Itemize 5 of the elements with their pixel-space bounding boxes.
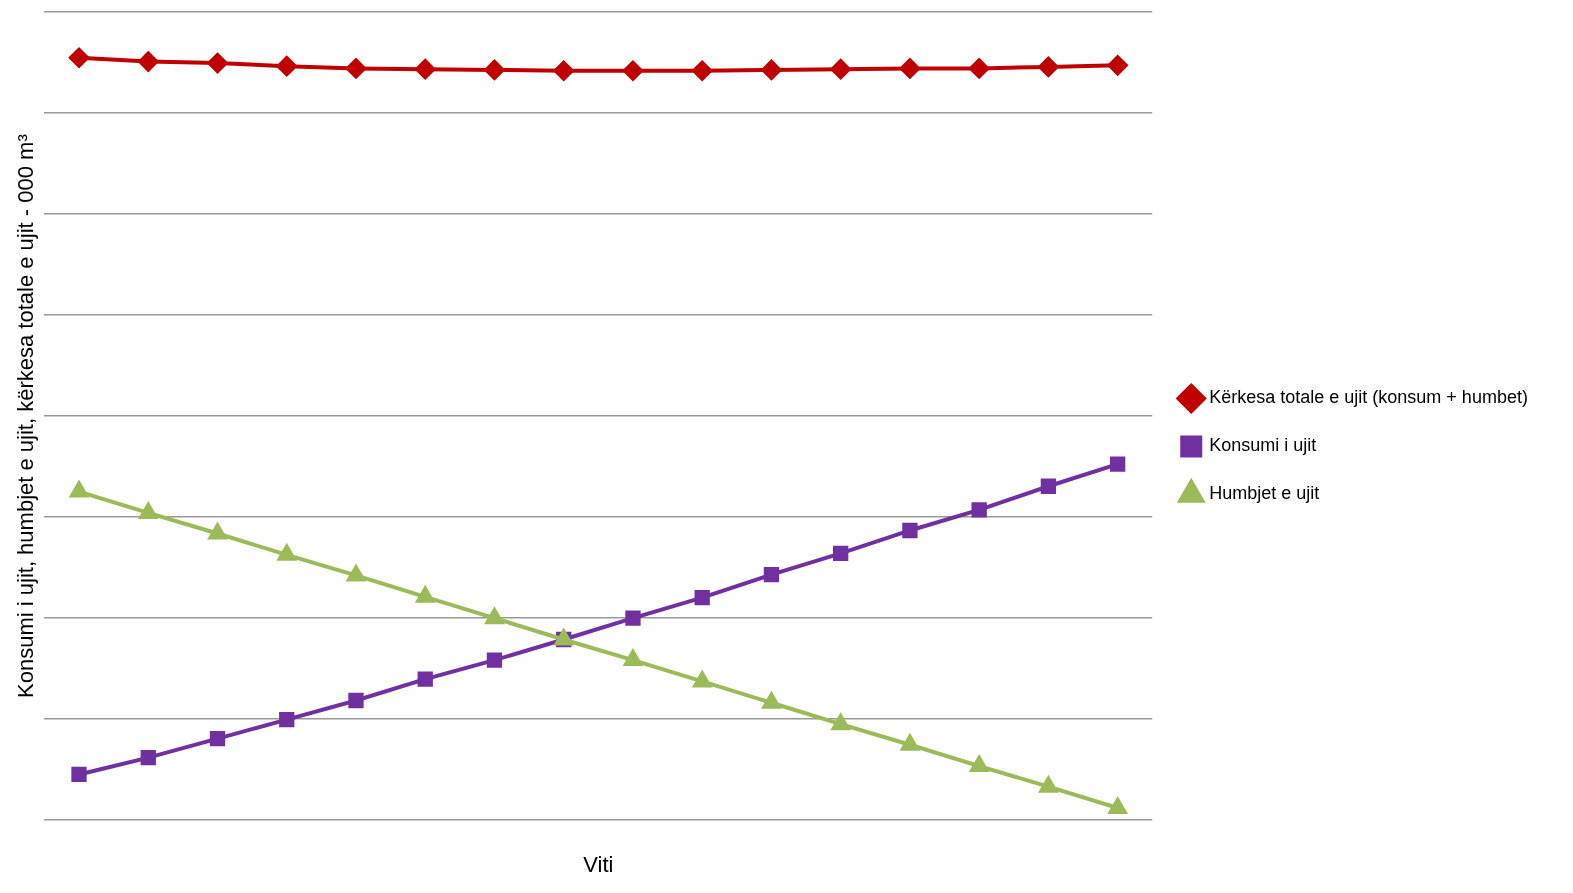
x-axis-title: Viti (583, 851, 614, 877)
legend-label: Konsumi i ujit (1209, 435, 1317, 456)
legend-label: Humbjet e ujit (1209, 483, 1320, 504)
y-axis-title: Konsumi i ujit, humbjet e ujit, kërkesa totale e ujit - 000 m³ (13, 134, 39, 698)
legend-label: Kërkesa totale e ujit (konsum + humbet) (1209, 387, 1528, 408)
